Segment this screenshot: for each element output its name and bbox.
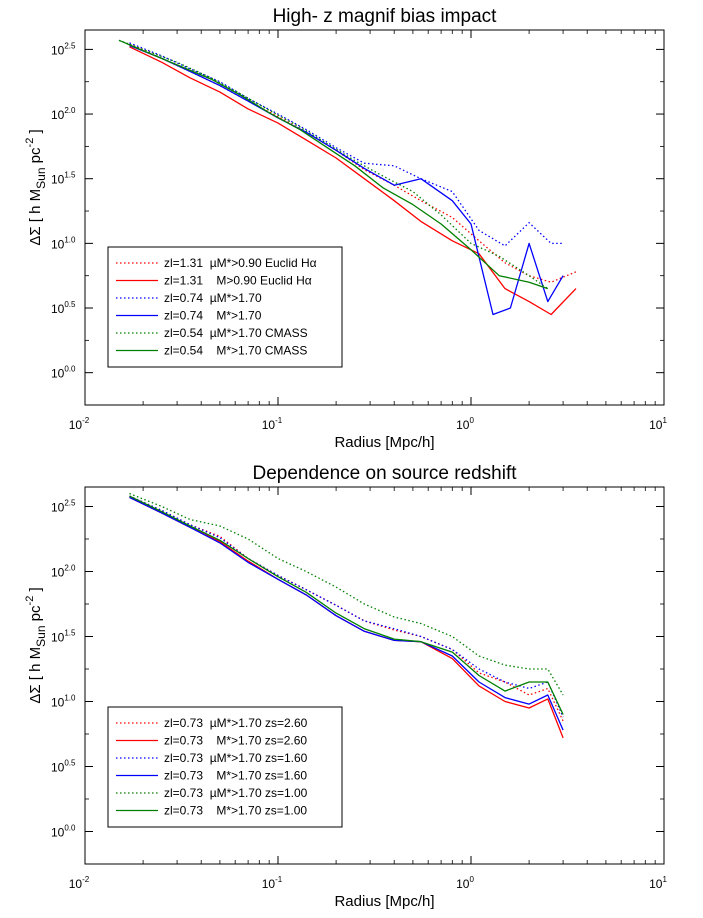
x-tick-label: 100 bbox=[456, 416, 474, 432]
series-line-3 bbox=[129, 42, 564, 247]
y-tick-label: 100.5 bbox=[51, 759, 76, 775]
legend-label-5: zl=0.73 µM*>1.70 zs=1.00 bbox=[164, 786, 308, 800]
legend: zl=1.31 µM*>0.90 Euclid Hα zl=1.31 M>0.90… bbox=[107, 246, 343, 368]
series-line-3 bbox=[129, 495, 564, 718]
y-tick-label: 101.5 bbox=[51, 629, 76, 645]
legend-label-4: zl=0.73 M*>1.70 zs=1.60 bbox=[164, 769, 307, 783]
y-tick-label: 102.0 bbox=[51, 564, 76, 580]
series-line-6 bbox=[129, 495, 564, 715]
y-axis-label: ΔΣ [ h MSun pc-2 ] bbox=[24, 587, 48, 703]
series-line-1 bbox=[129, 495, 564, 722]
legend-label-1: zl=0.73 µM*>1.70 zs=2.60 bbox=[164, 716, 308, 730]
legend-label-6: zl=0.73 M*>1.70 zs=1.00 bbox=[164, 804, 307, 818]
plot-frame bbox=[84, 29, 665, 406]
chart-panel-1: High- z magnif bias impact 10-2 10-1 100 101… bbox=[24, 6, 667, 451]
series-line-5 bbox=[129, 492, 564, 696]
y-tick-label: 102.5 bbox=[51, 499, 76, 515]
x-tick-label: 10-1 bbox=[262, 416, 283, 432]
series-line-2 bbox=[129, 496, 564, 739]
y-axis-label: ΔΣ [ h MSun pc-2 ] bbox=[24, 129, 48, 245]
legend-label-2: zl=0.73 M*>1.70 zs=2.60 bbox=[164, 734, 307, 748]
series-line-4 bbox=[129, 496, 564, 731]
x-tick-label: 10-1 bbox=[262, 875, 283, 891]
x-tick-label: 10-2 bbox=[69, 416, 90, 432]
x-tick-label: 100 bbox=[456, 875, 474, 891]
chart-title: Dependence on source redshift bbox=[252, 463, 517, 484]
y-tick-label: 101.5 bbox=[51, 171, 76, 187]
legend-label-5: zl=0.54 µM*>1.70 CMASS bbox=[164, 326, 308, 340]
x-tick-label: 101 bbox=[649, 416, 667, 432]
y-tick-label: 101.0 bbox=[51, 694, 76, 710]
x-tick-label: 10-2 bbox=[69, 875, 90, 891]
series-line-2 bbox=[129, 46, 577, 316]
y-tick-label: 102.5 bbox=[51, 41, 76, 57]
y-tick-label: 100.0 bbox=[51, 365, 76, 381]
y-tick-label: 100.5 bbox=[51, 300, 76, 316]
series-group bbox=[118, 39, 577, 316]
legend-label-3: zl=0.74 µM*>1.70 bbox=[164, 291, 262, 305]
y-tick-label: 101.0 bbox=[51, 235, 76, 251]
legend: zl=0.73 µM*>1.70 zs=2.60 zl=0.73 M*>1.70 … bbox=[107, 706, 343, 828]
series-line-6 bbox=[118, 39, 549, 290]
chart-panel-2: Dependence on source redshift 10-2 10-1 100… bbox=[24, 463, 667, 910]
x-axis-label: Radius [Mpc/h] bbox=[334, 893, 434, 910]
legend-box bbox=[107, 246, 343, 368]
chart-title: High- z magnif bias impact bbox=[273, 6, 498, 27]
legend-label-1: zl=1.31 µM*>0.90 Euclid Hα bbox=[164, 256, 317, 270]
plot-frame bbox=[84, 486, 665, 865]
legend-box bbox=[107, 706, 343, 828]
x-axis-label: Radius [Mpc/h] bbox=[334, 434, 434, 451]
y-tick-label: 100.0 bbox=[51, 824, 76, 840]
x-tick-label: 101 bbox=[649, 875, 667, 891]
series-line-5 bbox=[118, 39, 549, 290]
legend-label-6: zl=0.54 M*>1.70 CMASS bbox=[164, 344, 307, 358]
legend-label-2: zl=1.31 M>0.90 Euclid Hα bbox=[164, 274, 312, 288]
legend-label-4: zl=0.74 M*>1.70 bbox=[164, 309, 262, 323]
legend-label-3: zl=0.73 µM*>1.70 zs=1.60 bbox=[164, 751, 308, 765]
series-group bbox=[129, 492, 564, 739]
series-line-4 bbox=[129, 44, 564, 316]
y-tick-label: 102.0 bbox=[51, 106, 76, 122]
